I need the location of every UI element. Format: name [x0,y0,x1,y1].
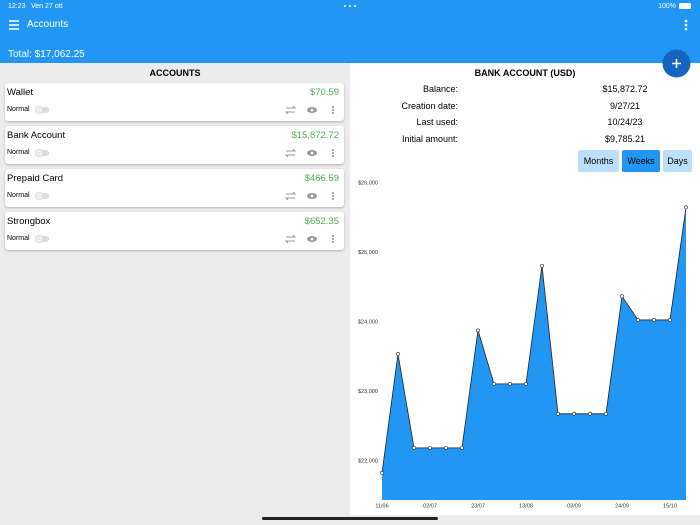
account-name: Bank Account [7,130,66,141]
card-controls[interactable] [5,169,344,207]
point [508,382,512,386]
overflow-button[interactable] [684,19,688,31]
point [444,445,448,450]
x-tick-label: 13/08 [519,503,533,509]
account-name: Prepaid Card [7,173,63,184]
point [636,318,640,322]
account-card[interactable]: Prepaid Card $466.59 Normal [5,169,344,207]
y-tick-label: $26,000 [358,180,378,186]
point [684,205,688,210]
account-type: Normal [7,149,30,156]
period-button[interactable]: Days [663,150,692,172]
point [492,382,496,386]
menu-button[interactable] [9,20,19,30]
account-card[interactable]: Bank Account $15,872.72 Normal [5,126,344,164]
point [412,445,416,450]
account-type: Normal [7,192,30,199]
x-tick-label: 15/10 [663,503,677,509]
account-card[interactable]: Wallet $70.59 Normal [5,83,344,121]
y-tick-label: $23,000 [358,389,378,395]
accounts-heading: ACCOUNTS [149,68,201,78]
point [588,411,592,416]
point [668,318,672,322]
point [556,411,560,416]
x-tick-label: 11/06 [375,503,388,509]
y-tick-label: $22,000 [358,459,378,465]
point [652,318,656,322]
add-button[interactable] [662,49,691,78]
x-tick-label: 24/09 [615,503,629,509]
point [620,294,624,299]
detail-value: 9/27/21 [609,100,641,111]
account-type: Normal [7,106,30,113]
detail-value: $15,872.72 [602,84,648,94]
account-amount: $15,872.72 [291,130,339,141]
point [524,382,528,386]
total: Total: $17,062.25 [8,49,85,60]
x-tick-label: 23/07 [471,503,485,509]
detail-label: Creation date: [401,100,458,111]
y-tick-label: $25,000 [358,250,378,256]
status-time: 12:23 [8,3,26,10]
x-tick-label: 02/07 [423,503,437,509]
point [604,411,608,416]
account-amount: $466.59 [304,173,339,184]
status-date: Ven 27 ott [31,3,63,10]
detail-value: $9,785.21 [604,133,646,144]
point [380,470,384,475]
account-name: Wallet [7,87,34,98]
period-button[interactable]: Months [578,150,619,172]
card-controls[interactable] [5,212,344,250]
point [476,328,480,333]
area [382,207,686,500]
detail-value: 10/24/23 [607,117,643,127]
account-amount: $652.35 [304,216,339,227]
point [572,411,576,416]
point [460,445,464,450]
app-title: Accounts [27,19,69,30]
y-tick-label: $24,000 [358,319,378,325]
point [396,352,400,356]
detail-label: Initial amount: [401,133,458,144]
detail-label: Balance: [422,84,458,94]
detail-label: Last used: [416,117,458,127]
app-bar [0,0,700,63]
card-controls[interactable] [5,126,344,164]
detail-heading: BANK ACCOUNT (USD) [474,68,576,78]
account-amount: $70.59 [309,87,339,98]
account-card[interactable]: Strongbox $652.35 Normal [5,212,344,250]
point [540,263,544,268]
status-battery: 100% [658,3,676,10]
account-type: Normal [7,235,30,242]
x-tick-label: 03/09 [567,503,581,509]
account-name: Strongbox [7,216,51,227]
chart: $22,000 $23,000 $24,000 $25,000 $26,000 11/06… [358,180,688,509]
card-controls[interactable] [5,83,344,121]
point [428,445,432,450]
period-button[interactable]: Weeks [622,150,660,172]
line [381,207,687,473]
